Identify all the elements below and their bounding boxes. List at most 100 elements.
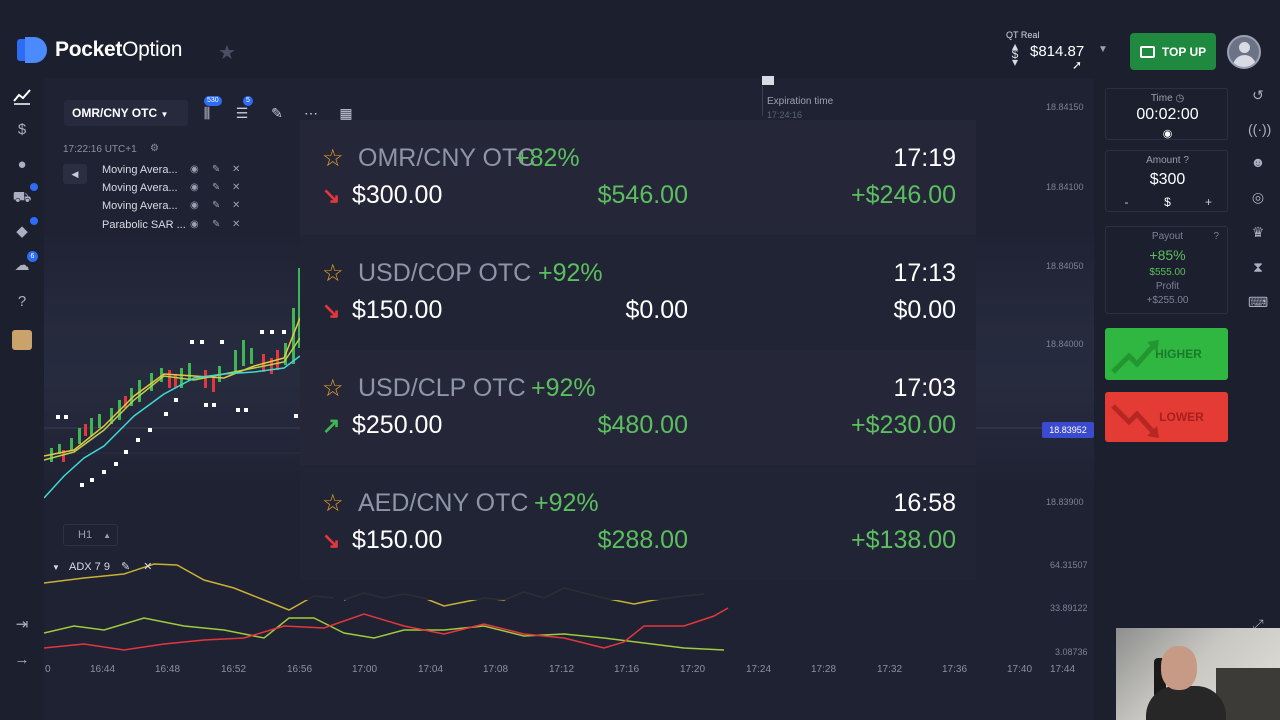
- star-icon[interactable]: ☆: [322, 490, 344, 517]
- achievements-diamond-icon[interactable]: ◆: [12, 217, 38, 242]
- expiration-flag-icon[interactable]: [762, 76, 774, 85]
- increase-amount-button[interactable]: +: [1204, 195, 1212, 209]
- profile-icon[interactable]: ●: [17, 156, 27, 173]
- higher-button[interactable]: HIGHER: [1105, 328, 1228, 380]
- social-users-icon[interactable]: ☻: [1250, 154, 1266, 170]
- time-tick: 17:36: [942, 664, 968, 675]
- chat-icon[interactable]: ☁ 6: [12, 251, 38, 276]
- clock-icon[interactable]: ◉: [1162, 128, 1173, 140]
- close-icon[interactable]: ✕: [143, 561, 153, 573]
- expand-arrow-icon[interactable]: →: [14, 651, 30, 668]
- expiration-time: 17:24:16: [767, 110, 803, 120]
- time-tick: 16:48: [155, 664, 181, 675]
- close-icon[interactable]: ✕: [232, 182, 241, 193]
- tournaments-trophy-icon[interactable]: ♛: [1251, 224, 1265, 240]
- trade-row[interactable]: ☆ USD/CLP OTC +92% 17:03 ↗ $250.00 $480.…: [300, 350, 976, 465]
- bonus-character-icon[interactable]: [12, 330, 32, 350]
- trade-pair: AED/CNY OTC: [358, 489, 529, 517]
- help-icon[interactable]: ?: [17, 293, 27, 310]
- logo-icon: [17, 37, 49, 63]
- logout-icon[interactable]: ⇥: [15, 616, 29, 633]
- finance-dollar-icon[interactable]: $: [17, 121, 27, 138]
- arrow-down-icon: ↘: [322, 528, 341, 553]
- time-tick: 16:44: [90, 664, 116, 675]
- avatar[interactable]: [1227, 35, 1261, 69]
- history-icon[interactable]: ↺: [1252, 87, 1264, 103]
- more-options-icon[interactable]: ⋯: [304, 105, 318, 121]
- signals-icon[interactable]: ((·)): [1248, 121, 1272, 137]
- trade-row[interactable]: ☆ AED/CNY OTC +92% 16:58 ↘ $150.00 $288.…: [300, 465, 976, 580]
- indicator-label: Moving Avera...: [102, 200, 178, 212]
- pencil-icon[interactable]: ✎: [121, 561, 131, 573]
- trade-percent: +82%: [515, 144, 580, 172]
- hotkeys-keyboard-icon[interactable]: ⌨: [1248, 294, 1269, 310]
- time-tick: 16:56: [287, 664, 313, 675]
- time-axis: 0 16:44 16:48 16:52 16:56 17:00 17:04 17…: [44, 664, 1094, 678]
- wallet-icon: [1139, 45, 1155, 58]
- pencil-icon[interactable]: ✎: [212, 219, 221, 230]
- trade-amount: $150.00: [352, 526, 443, 554]
- lower-button[interactable]: LOWER: [1105, 392, 1228, 442]
- arrow-up-icon: ↗: [322, 413, 341, 438]
- layout-grid-icon[interactable]: ▦: [339, 105, 353, 121]
- gear-icon[interactable]: ⚙: [150, 143, 159, 154]
- eye-icon[interactable]: ◉: [190, 164, 199, 175]
- collapse-indicators-button[interactable]: ◀: [63, 164, 87, 184]
- webcam-overlay: [1116, 628, 1280, 720]
- star-icon[interactable]: ☆: [322, 375, 344, 402]
- time-label: Time ◷: [1150, 93, 1185, 104]
- history-clock-icon: ◷: [1175, 93, 1185, 104]
- trade-row[interactable]: ☆ OMR/CNY OTC +82% 17:19 ↘ $300.00 $546.…: [300, 120, 976, 235]
- pencil-icon[interactable]: ✎: [212, 182, 221, 193]
- account-switch-icon[interactable]: ▴ $ ▾: [1011, 39, 1019, 69]
- account-balance[interactable]: $814.87: [1030, 43, 1085, 60]
- currency-toggle-button[interactable]: $: [1164, 195, 1171, 209]
- chevron-down-icon[interactable]: ▼: [1098, 44, 1108, 55]
- eye-icon[interactable]: ◉: [190, 200, 199, 211]
- amount-box[interactable]: Amount ? $300 - $ +: [1105, 150, 1228, 212]
- pencil-icon[interactable]: ✎: [212, 164, 221, 175]
- trade-history-list: ☆ OMR/CNY OTC +82% 17:19 ↘ $300.00 $546.…: [300, 120, 976, 600]
- settings-sliders-button[interactable]: ☰ 5: [231, 96, 253, 124]
- indicators-badge: 530: [204, 96, 222, 106]
- trade-payout: $0.00: [625, 296, 688, 324]
- star-icon[interactable]: ☆: [322, 260, 344, 287]
- favorite-star-icon[interactable]: ★: [218, 42, 236, 64]
- help-icon[interactable]: ?: [1213, 231, 1219, 242]
- time-box[interactable]: Time ◷ 00:02:00 ◉: [1105, 88, 1228, 140]
- pencil-icon[interactable]: ✎: [212, 200, 221, 211]
- top-up-button[interactable]: TOP UP: [1130, 33, 1216, 70]
- time-tick: 17:20: [680, 664, 706, 675]
- indicators-button[interactable]: ⫼ 530: [196, 96, 222, 124]
- trading-chart-icon[interactable]: [12, 86, 32, 106]
- time-tick: 17:08: [483, 664, 509, 675]
- chevron-down-icon[interactable]: ▼: [52, 563, 60, 572]
- adx-tick: 3.08736: [1055, 647, 1088, 657]
- time-tick: 17:12: [549, 664, 575, 675]
- fullscreen-icon[interactable]: ⤢: [1252, 616, 1264, 632]
- drawing-brush-icon[interactable]: ✎: [271, 105, 283, 121]
- trade-row[interactable]: ☆ USD/COP OTC +92% 17:13 ↘ $150.00 $0.00…: [300, 235, 976, 350]
- timeframe-selector[interactable]: H1 ▲: [63, 524, 118, 546]
- asset-selector[interactable]: OMR/CNY OTC ▼: [64, 100, 188, 126]
- asset-name: OMR/CNY OTC: [72, 106, 158, 120]
- time-value[interactable]: 00:02:00: [1136, 106, 1199, 123]
- price-tick: 18.84100: [1046, 182, 1084, 192]
- close-icon[interactable]: ✕: [232, 164, 241, 175]
- close-icon[interactable]: ✕: [232, 200, 241, 211]
- eye-icon[interactable]: ◉: [190, 182, 199, 193]
- pending-hourglass-icon[interactable]: ⧗: [1253, 259, 1263, 275]
- express-target-icon[interactable]: ◎: [1251, 189, 1265, 205]
- indicator-row: Moving Avera... ◉ ✎ ✕: [102, 182, 247, 198]
- star-icon[interactable]: ☆: [322, 145, 344, 172]
- market-cart-icon[interactable]: ⛟: [12, 183, 38, 208]
- close-icon[interactable]: ✕: [232, 219, 241, 230]
- eye-icon[interactable]: ◉: [190, 219, 199, 230]
- trade-profit: +$246.00: [851, 181, 956, 209]
- adx-tick: 33.89122: [1050, 603, 1088, 613]
- logo[interactable]: PocketOption: [17, 37, 182, 63]
- decrease-amount-button[interactable]: -: [1124, 195, 1129, 209]
- payout-box: Payout ? +85% $555.00 Profit +$255.00: [1105, 226, 1228, 314]
- amount-value[interactable]: $300: [1149, 171, 1186, 188]
- time-tick: 17:04: [418, 664, 444, 675]
